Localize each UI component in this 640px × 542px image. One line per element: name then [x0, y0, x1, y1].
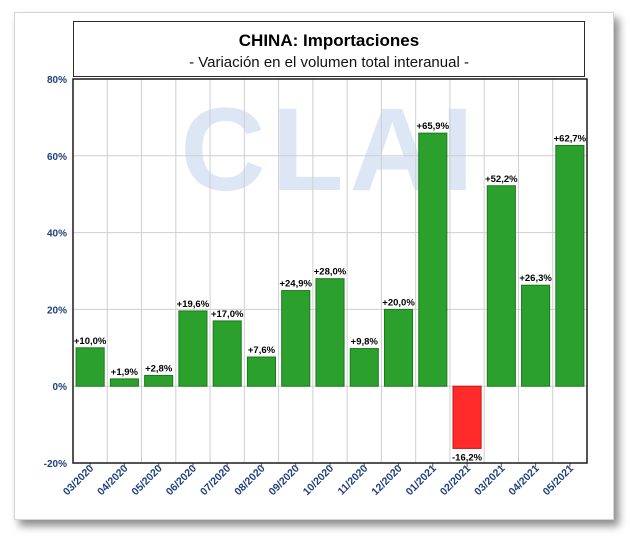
data-label: +65,9% [417, 121, 450, 132]
y-tick-label: 20% [47, 305, 67, 316]
y-tick-label: 40% [47, 229, 67, 240]
bar-09-2020 [281, 290, 311, 387]
bar-12-2020 [383, 308, 414, 387]
x-tick-label: 05/2021 [541, 463, 576, 498]
bar-04-2020 [109, 378, 139, 387]
bar-04-2021 [521, 284, 551, 387]
data-label: +26,3% [519, 273, 552, 284]
y-tick-label: -20% [44, 459, 67, 470]
chart-subtitle: - Variación en el volumen total interanu… [189, 54, 469, 71]
data-label: +2,8% [145, 363, 173, 374]
x-tick-label: 11/2020 [335, 463, 370, 498]
x-tick-label: 04/2021 [506, 463, 541, 498]
bar-06-2020 [178, 310, 208, 387]
data-label: -16,2% [452, 452, 483, 463]
data-label: +24,9% [279, 279, 312, 290]
bar-11-2020 [349, 348, 379, 387]
data-label: +1,9% [111, 367, 139, 378]
x-tick-label: 03/2021 [472, 463, 507, 498]
y-tick-label: 0% [53, 382, 68, 393]
bar-05-2020 [144, 374, 174, 387]
x-tick-label: 09/2020 [267, 463, 302, 498]
data-label: +7,6% [248, 345, 276, 356]
x-tick-label: 10/2020 [301, 463, 336, 498]
data-label: +62,7% [554, 133, 587, 144]
bar-08-2020 [246, 356, 277, 387]
x-tick-label: 12/2020 [369, 463, 404, 498]
x-tick-label: 08/2020 [232, 463, 267, 498]
title-box: CHINA: Importaciones - Variación en el v… [73, 21, 585, 77]
data-label: +10,0% [74, 336, 107, 347]
data-label: +17,0% [211, 309, 244, 320]
x-tick-label: 04/2020 [95, 463, 130, 498]
bar-07-2020 [212, 320, 242, 387]
x-tick-label: 07/2020 [198, 463, 233, 498]
bar-10-2020 [315, 278, 345, 387]
data-label: +19,6% [177, 299, 210, 310]
data-label: +28,0% [314, 267, 347, 278]
data-label: +20,0% [382, 297, 415, 308]
bar-05-2021 [555, 144, 585, 387]
plot-border [72, 78, 588, 464]
bar-02-2021 [452, 385, 482, 449]
data-label: +52,2% [485, 174, 518, 185]
bar-03-2021 [486, 185, 516, 387]
x-tick-label: 02/2021 [438, 463, 473, 498]
bar-03-2020 [75, 347, 105, 387]
x-tick-label: 06/2020 [164, 463, 199, 498]
x-tick-label: 05/2020 [129, 463, 164, 498]
data-label: +9,8% [351, 337, 379, 348]
y-tick-label: 60% [47, 152, 67, 163]
x-tick-label: 01/2021 [404, 463, 439, 498]
y-tick-label: 80% [47, 75, 67, 86]
bar-01-2021 [418, 132, 448, 387]
chart-title: CHINA: Importaciones [238, 31, 420, 50]
